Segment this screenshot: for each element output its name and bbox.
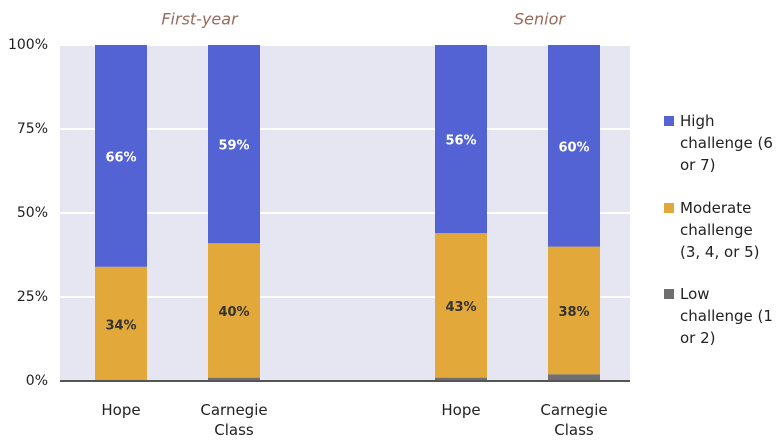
legend-swatch	[664, 203, 674, 213]
y-tick-label: 50%	[17, 205, 48, 221]
x-tick-label: Carnegie Class	[200, 401, 268, 439]
bar-segment	[435, 233, 487, 378]
bar-segment	[548, 45, 600, 247]
x-tick-label: Carnegie Class	[540, 401, 608, 439]
legend-label: Low challenge (1 or 2)	[680, 285, 773, 347]
bar-segment	[95, 45, 147, 267]
value-label: 66%	[105, 150, 136, 165]
bar-segment	[95, 266, 147, 381]
y-tick-label: 75%	[17, 121, 48, 137]
bar-segment	[435, 377, 487, 381]
bar-segment	[208, 243, 260, 378]
x-tick-label: Hope	[101, 401, 141, 419]
value-label: 59%	[218, 139, 249, 154]
bar-segment	[548, 246, 600, 375]
legend-label: High challenge (6 or 7)	[680, 112, 773, 174]
legend-swatch	[664, 289, 674, 299]
legend-swatch	[664, 116, 674, 126]
bar-segment	[208, 377, 260, 381]
value-label: 43%	[445, 300, 476, 315]
value-label: 40%	[218, 305, 249, 320]
value-label: 34%	[105, 318, 136, 333]
bar-segment	[435, 45, 487, 234]
bar-segment	[208, 45, 260, 244]
y-tick-label: 0%	[26, 373, 48, 389]
y-tick-label: 100%	[8, 37, 48, 53]
x-tick-label: Hope	[441, 401, 481, 419]
y-tick-label: 25%	[17, 289, 48, 305]
value-label: 56%	[445, 134, 476, 149]
group-label: Senior	[514, 10, 566, 29]
value-label: 60%	[558, 140, 589, 155]
legend-label: Moderate challenge (3, 4, or 5)	[680, 199, 760, 261]
bar-segment	[548, 374, 600, 381]
value-label: 38%	[558, 305, 589, 320]
group-label: First-year	[161, 10, 239, 29]
